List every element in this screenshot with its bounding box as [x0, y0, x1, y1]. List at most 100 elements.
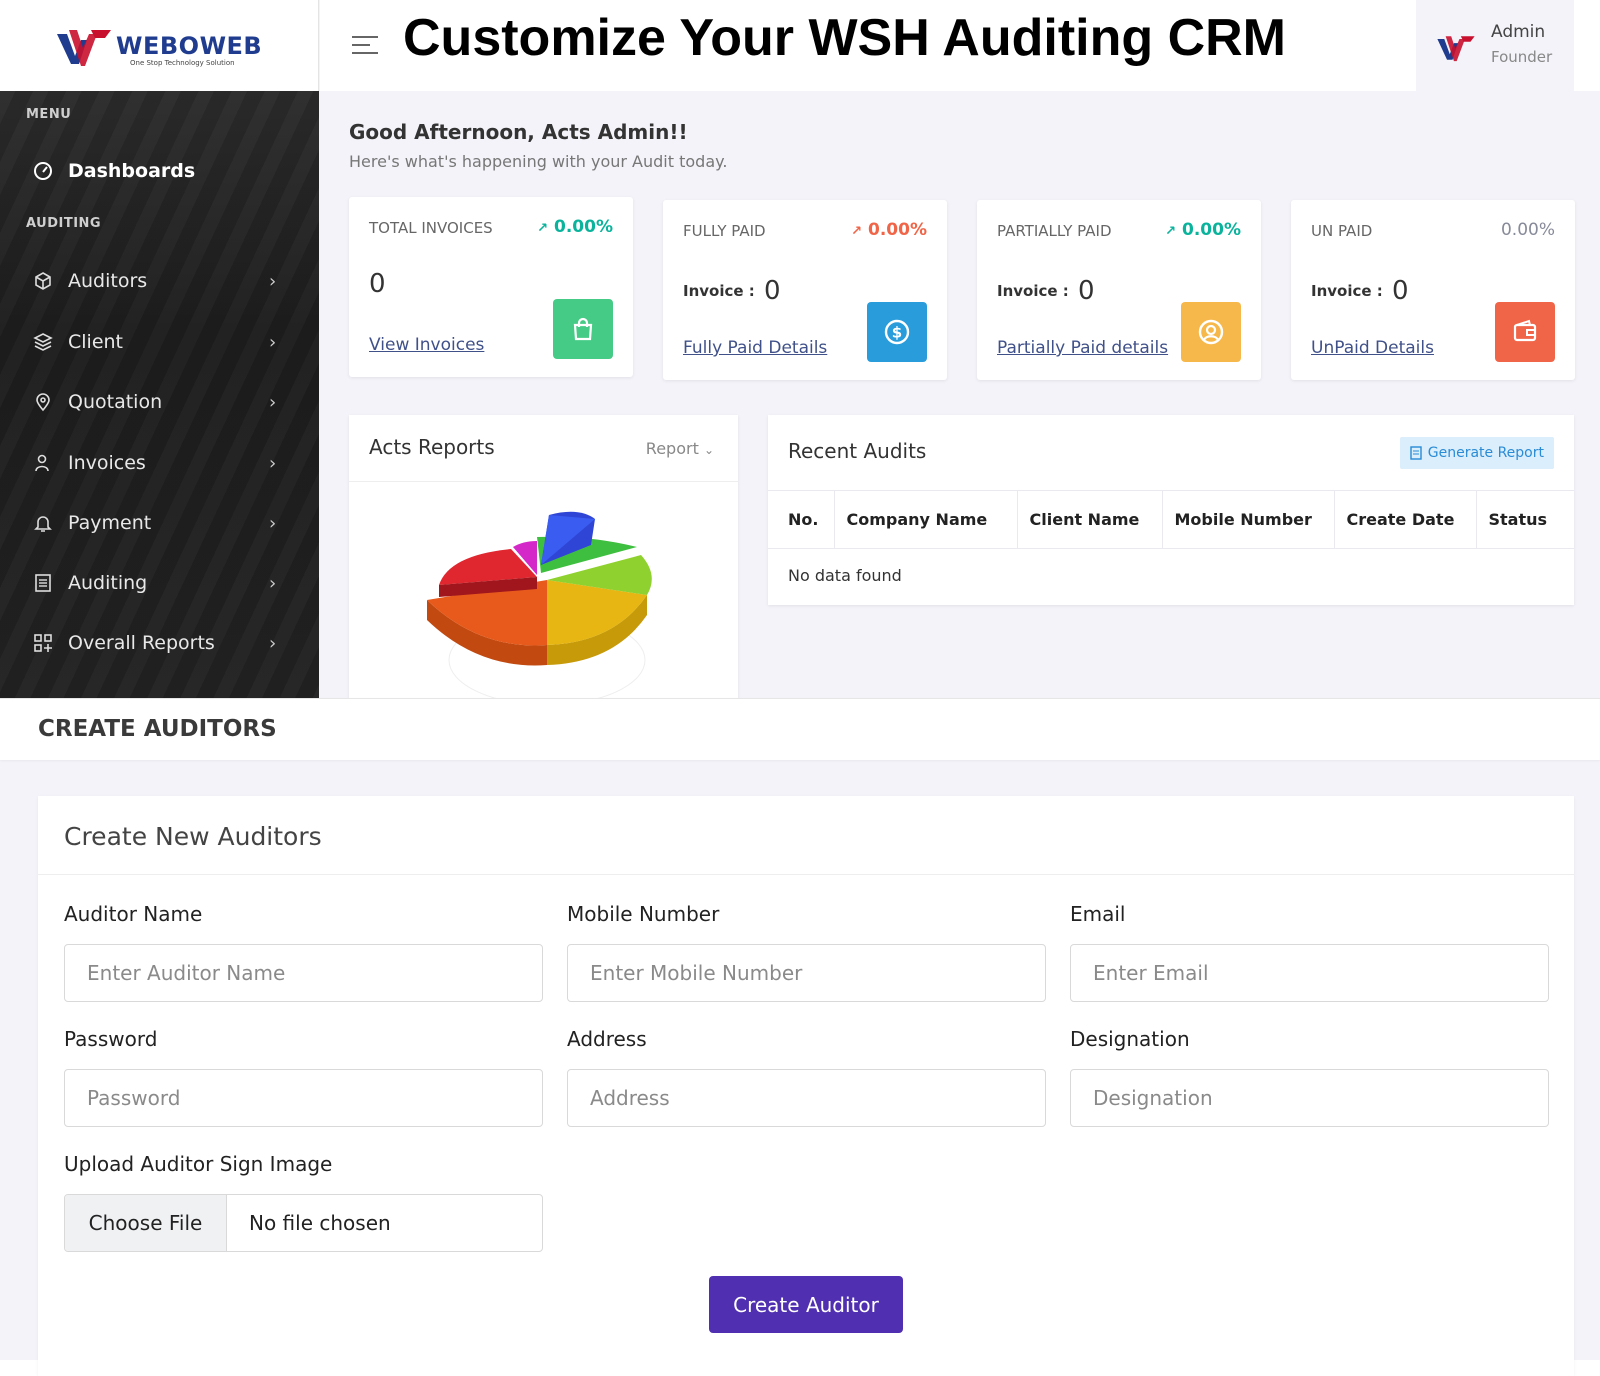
- generate-report-button[interactable]: Generate Report: [1399, 437, 1554, 469]
- recent-audits-card: Recent Audits Generate Report No. Compan…: [768, 415, 1574, 605]
- sidebar-item-dashboards[interactable]: Dashboards: [0, 149, 319, 193]
- stat-percentage: ↗ 0.00%: [537, 217, 613, 237]
- trend-up-icon: ↗: [1165, 224, 1177, 239]
- create-auditors-page: CREATE AUDITORS Create New Auditors Audi…: [0, 698, 1600, 1376]
- user-avatar-logo-icon: [1437, 36, 1475, 62]
- sidebar-item-invoices[interactable]: Invoices ›: [0, 441, 319, 485]
- choose-file-button[interactable]: Choose File: [65, 1195, 227, 1251]
- user-name: Admin: [1491, 22, 1546, 42]
- stat-card-partially-paid: PARTIALLY PAID ↗ 0.00% Invoice : 0 Partia…: [977, 200, 1261, 380]
- column-header[interactable]: Status: [1476, 490, 1574, 549]
- stat-title: FULLY PAID: [683, 222, 766, 240]
- designation-input[interactable]: [1070, 1069, 1549, 1127]
- empty-state: No data found: [788, 566, 902, 586]
- file-status: No file chosen: [249, 1211, 391, 1235]
- dollar-circle-icon: $: [867, 302, 927, 362]
- acts-reports-card: Acts Reports Report ⌄: [349, 415, 738, 698]
- speedometer-icon: [30, 161, 56, 181]
- fully-paid-details-link[interactable]: Fully Paid Details: [683, 338, 828, 358]
- table-header-row: No. Company Name Client Name Mobile Numb…: [768, 490, 1574, 549]
- sidebar-item-label: Overall Reports: [68, 632, 215, 654]
- map-pin-icon: [30, 392, 56, 412]
- user-circle-icon: [1181, 302, 1241, 362]
- chevron-right-icon: ›: [269, 512, 277, 534]
- address-input[interactable]: [567, 1069, 1046, 1127]
- sign-image-file-input[interactable]: Choose File No file chosen: [64, 1194, 543, 1252]
- trend-up-icon: ↗: [537, 221, 549, 236]
- stat-title: UN PAID: [1311, 222, 1373, 240]
- view-invoices-link[interactable]: View Invoices: [369, 335, 485, 355]
- column-header[interactable]: Client Name: [1017, 490, 1163, 549]
- column-header[interactable]: No.: [768, 490, 835, 549]
- chevron-right-icon: ›: [269, 331, 277, 353]
- page-header: CREATE AUDITORS: [0, 698, 1600, 760]
- stat-percentage: 0.00%: [1500, 220, 1555, 240]
- dashboard-app: WEBOWEB One Stop Technology Solution MEN…: [0, 0, 1600, 698]
- sidebar-auditing-heading: AUDITING: [26, 216, 102, 231]
- create-auditor-button[interactable]: Create Auditor: [709, 1276, 903, 1333]
- stat-card-total-invoices: TOTAL INVOICES ↗ 0.00% 0 View Invoices: [349, 197, 633, 377]
- chevron-right-icon: ›: [269, 572, 277, 594]
- partially-paid-details-link[interactable]: Partially Paid details: [997, 338, 1169, 358]
- auditor-name-input[interactable]: [64, 944, 543, 1002]
- document-icon: [1410, 446, 1422, 460]
- sign-image-label: Upload Auditor Sign Image: [64, 1152, 333, 1176]
- grid-plus-icon: [30, 633, 56, 653]
- shopping-bag-icon: [553, 299, 613, 359]
- chevron-right-icon: ›: [269, 391, 277, 413]
- user-role: Founder: [1491, 48, 1553, 66]
- password-input[interactable]: [64, 1069, 543, 1127]
- greeting-title: Good Afternoon, Acts Admin!!: [349, 120, 688, 144]
- page-heading: CREATE AUDITORS: [38, 716, 277, 742]
- address-label: Address: [567, 1027, 647, 1051]
- stat-percentage: ↗ 0.00%: [1165, 220, 1241, 240]
- chevron-right-icon: ›: [269, 452, 277, 474]
- column-header[interactable]: Mobile Number: [1162, 490, 1335, 549]
- sidebar: MENU Dashboards AUDITING Auditors › Clie…: [0, 91, 319, 698]
- sidebar-item-auditors[interactable]: Auditors ›: [0, 259, 319, 303]
- sidebar-menu-heading: MENU: [26, 107, 72, 122]
- brand-logo[interactable]: WEBOWEB One Stop Technology Solution: [0, 0, 319, 91]
- chevron-right-icon: ›: [269, 270, 277, 292]
- layers-icon: [30, 332, 56, 352]
- sidebar-item-label: Dashboards: [68, 160, 196, 182]
- table-row: No data found: [768, 549, 1574, 603]
- sidebar-item-client[interactable]: Client ›: [0, 320, 319, 364]
- document-icon: [30, 573, 56, 593]
- sidebar-item-label: Payment: [68, 512, 152, 534]
- hamburger-menu-icon[interactable]: [352, 36, 378, 56]
- sidebar-item-payment[interactable]: Payment ›: [0, 501, 319, 545]
- weboweb-logo-icon: [57, 30, 111, 66]
- stat-invoice-count: Invoice : 0: [683, 276, 781, 306]
- sidebar-item-auditing[interactable]: Auditing ›: [0, 561, 319, 605]
- reports-title: Acts Reports: [369, 435, 495, 459]
- greeting-subtitle: Here's what's happening with your Audit …: [349, 152, 728, 171]
- user-profile-menu[interactable]: Admin Founder: [1416, 0, 1574, 91]
- sidebar-item-quotation[interactable]: Quotation ›: [0, 380, 319, 424]
- column-header[interactable]: Company Name: [834, 490, 1018, 549]
- password-label: Password: [64, 1027, 158, 1051]
- unpaid-details-link[interactable]: UnPaid Details: [1311, 338, 1434, 358]
- report-dropdown[interactable]: Report ⌄: [645, 439, 714, 458]
- brand-tagline: One Stop Technology Solution: [130, 59, 235, 67]
- stat-invoice-count: Invoice : 0: [1311, 276, 1409, 306]
- stat-title: PARTIALLY PAID: [997, 222, 1112, 240]
- create-auditor-form: Create New Auditors Auditor Name Mobile …: [38, 796, 1574, 1376]
- designation-label: Designation: [1070, 1027, 1190, 1051]
- svg-text:$: $: [892, 324, 902, 342]
- wallet-icon: [1495, 302, 1555, 362]
- sidebar-item-label: Auditing: [68, 572, 148, 594]
- cube-icon: [30, 271, 56, 291]
- email-input[interactable]: [1070, 944, 1549, 1002]
- column-header[interactable]: Create Date: [1334, 490, 1477, 549]
- mobile-number-label: Mobile Number: [567, 902, 720, 926]
- sidebar-item-label: Quotation: [68, 391, 163, 413]
- trend-up-icon: ↗: [851, 224, 863, 239]
- chevron-down-icon: ⌄: [703, 443, 714, 457]
- mobile-number-input[interactable]: [567, 944, 1046, 1002]
- sidebar-item-label: Invoices: [68, 452, 146, 474]
- recent-audits-title: Recent Audits: [788, 439, 927, 463]
- sidebar-item-overall-reports[interactable]: Overall Reports ›: [0, 621, 319, 665]
- pie-chart-illustration: [427, 511, 652, 698]
- page-title: Customize Your WSH Auditing CRM: [403, 9, 1286, 67]
